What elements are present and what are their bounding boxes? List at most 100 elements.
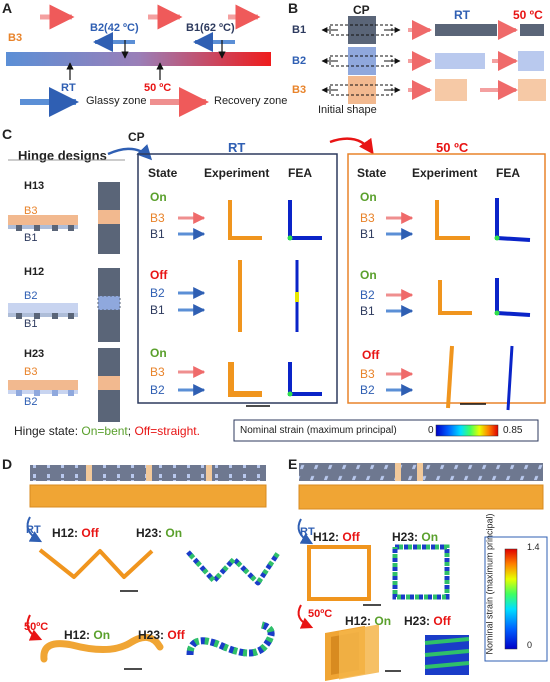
- panel-c-graphic: [8, 137, 546, 442]
- panel-d-hot-h23: H23: Off: [138, 628, 185, 642]
- panel-d-rt-h23-state: On: [165, 526, 183, 540]
- panel-a-50c-label: 50 ºC: [144, 82, 172, 94]
- hot-row3-state: Off: [362, 348, 380, 362]
- panel-b-rt-label: RT: [454, 8, 470, 22]
- panel-d-rt-label: RT: [26, 524, 41, 536]
- rt-row2-state: Off: [150, 268, 168, 282]
- panel-d-graphic: [26, 465, 281, 670]
- panel-c-rt-label: RT: [228, 140, 246, 155]
- hot-row2-state: On: [360, 268, 377, 282]
- on-bent-label: On=bent: [81, 424, 128, 438]
- gauge-label: Nominal strain (maximum principal): [484, 513, 495, 655]
- rt-row3-state: On: [150, 346, 167, 360]
- hinge-h23-name: H23: [24, 348, 45, 360]
- hinge-state-legend: Hinge state: On=bent; Off=straight.: [14, 424, 200, 438]
- hinge-h12-name: H12: [24, 266, 45, 278]
- legend-separator: ;: [127, 424, 132, 438]
- panel-label-a: A: [2, 0, 13, 16]
- panel-d-rt-h12: H12: Off: [52, 526, 99, 540]
- hot-row1-l2: B1: [360, 227, 375, 241]
- glassy-zone-label: Glassy zone: [86, 95, 147, 107]
- hot-header-state: State: [357, 166, 387, 180]
- panel-label-b: B: [288, 0, 299, 16]
- rt-row1-l1: B3: [150, 211, 165, 225]
- panel-e-graphic: [297, 463, 548, 681]
- off-straight-label: Off=straight.: [134, 424, 200, 438]
- panel-b-b3-label: B3: [292, 84, 307, 96]
- initial-shape-label: Initial shape: [318, 104, 377, 116]
- panel-d-rt-h23: H23: On: [136, 526, 182, 540]
- hinge-h13-bottom: B1: [24, 232, 38, 244]
- hinge-h23-bottom: B2: [24, 396, 38, 408]
- rt-header-state: State: [148, 166, 178, 180]
- panel-d-hot-h23-state: Off: [167, 628, 185, 642]
- panel-d-50c-label: 50ºC: [24, 621, 49, 633]
- rt-row2-l1: B2: [150, 286, 165, 300]
- rt-row2-l2: B1: [150, 303, 165, 317]
- panel-d-hot-h12-state: On: [93, 628, 111, 642]
- panel-e-hot-h23-state: Off: [433, 614, 451, 628]
- hot-row1-state: On: [360, 190, 377, 204]
- panel-d-hot-h12: H12: On: [64, 628, 110, 642]
- panel-label-d: D: [2, 456, 13, 472]
- panel-a-b3-label: B3: [8, 32, 23, 44]
- panel-a-rt-label: RT: [61, 82, 76, 94]
- recovery-zone-label: Recovery zone: [214, 95, 288, 107]
- panel-e-rt-h23-name: H23:: [392, 530, 419, 544]
- strain-bar-max: 0.85: [503, 425, 523, 436]
- hinge-h12-bottom: B1: [24, 318, 38, 330]
- gauge-min: 0: [527, 640, 533, 650]
- panel-a-b2-label: B2(42 ºC): [90, 22, 139, 34]
- hinge-h12-top: B2: [24, 290, 38, 302]
- rt-row1-l2: B1: [150, 227, 165, 241]
- panel-d-hot-h23-name: H23:: [138, 628, 165, 642]
- rt-row3-l1: B3: [150, 365, 165, 379]
- panel-label-e: E: [288, 456, 298, 472]
- strain-bar-label: Nominal strain (maximum principal): [240, 425, 397, 436]
- panel-e-rt-label: RT: [300, 526, 315, 538]
- rt-row1-state: On: [150, 190, 167, 204]
- hinge-h13-top: B3: [24, 205, 38, 217]
- panel-a-b1-label: B1(62 ºC): [186, 22, 235, 34]
- rt-header-experiment: Experiment: [204, 166, 270, 180]
- panel-b-50c-label: 50 ºC: [513, 8, 543, 22]
- rt-row3-l2: B2: [150, 383, 165, 397]
- rt-header-fea: FEA: [288, 166, 312, 180]
- panel-e-rt-h12: H12: Off: [313, 530, 360, 544]
- panel-b-b2-label: B2: [292, 55, 307, 67]
- strain-bar-min: 0: [428, 425, 434, 436]
- hinge-designs-label: Hinge designs: [18, 148, 107, 163]
- panel-d-rt-h23-name: H23:: [136, 526, 163, 540]
- panel-d-rt-h12-name: H12:: [52, 526, 79, 540]
- panel-e-hot-h23-name: H23:: [404, 614, 431, 628]
- hinge-h23-top: B3: [24, 366, 38, 378]
- panel-d-hot-h12-name: H12:: [64, 628, 91, 642]
- panel-e-hot-h12: H12: On: [345, 614, 391, 628]
- panel-e-rt-h12-name: H12:: [313, 530, 340, 544]
- panel-e-rt-h12-state: Off: [342, 530, 360, 544]
- hot-row3-l2: B2: [360, 383, 375, 397]
- panel-e-rt-h23: H23: On: [392, 530, 438, 544]
- panel-e-hot-h12-name: H12:: [345, 614, 372, 628]
- panel-e-hot-h12-state: On: [374, 614, 392, 628]
- panel-d-rt-h12-state: Off: [81, 526, 99, 540]
- hot-row1-l1: B3: [360, 211, 375, 225]
- gauge-max: 1.4: [527, 542, 540, 552]
- hinge-h13-name: H13: [24, 180, 45, 192]
- hot-row3-l1: B3: [360, 367, 375, 381]
- hot-header-fea: FEA: [496, 166, 520, 180]
- panel-a-graphic: [6, 4, 271, 117]
- hot-row2-l1: B2: [360, 288, 375, 302]
- hot-header-experiment: Experiment: [412, 166, 478, 180]
- panel-label-c: C: [2, 126, 13, 142]
- panel-e-50c-label: 50ºC: [308, 608, 333, 620]
- panel-e-rt-h23-state: On: [421, 530, 439, 544]
- panel-c-50c-label: 50 ºC: [436, 140, 469, 155]
- hot-row2-l2: B1: [360, 304, 375, 318]
- panel-c-cp-label: CP: [128, 130, 145, 144]
- panel-b-graphic: [321, 16, 546, 104]
- panel-b-b1-label: B1: [292, 24, 307, 36]
- panel-b-cp-label: CP: [353, 3, 370, 17]
- panel-e-hot-h23: H23: Off: [404, 614, 451, 628]
- hinge-state-label: Hinge state:: [14, 424, 79, 438]
